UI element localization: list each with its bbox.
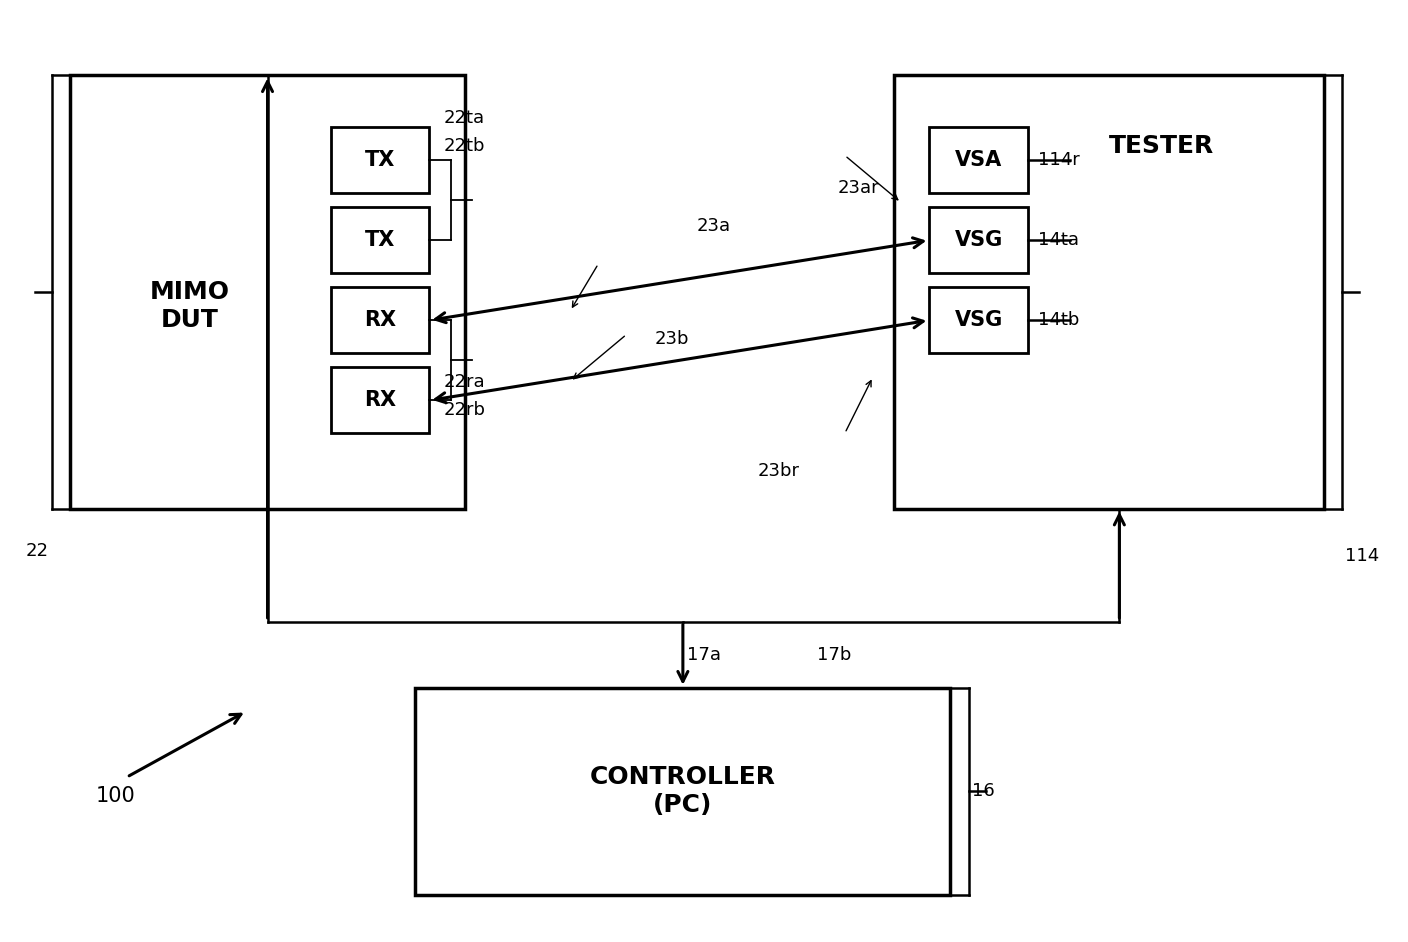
Text: VSA: VSA xyxy=(955,150,1002,171)
Text: 17a: 17a xyxy=(687,645,721,664)
Bar xyxy=(929,207,1028,273)
Text: CONTROLLER
(PC): CONTROLLER (PC) xyxy=(590,766,776,817)
Text: 23br: 23br xyxy=(758,462,800,480)
Text: VSG: VSG xyxy=(955,310,1002,331)
Text: 16: 16 xyxy=(972,782,994,801)
Text: VSG: VSG xyxy=(955,230,1002,251)
Text: 22tb: 22tb xyxy=(444,137,484,155)
Bar xyxy=(929,127,1028,193)
Text: RX: RX xyxy=(365,310,396,331)
Text: 14ta: 14ta xyxy=(1038,231,1079,250)
Text: RX: RX xyxy=(365,390,396,411)
Bar xyxy=(929,287,1028,353)
Text: MIMO
DUT: MIMO DUT xyxy=(151,281,230,332)
Text: 114r: 114r xyxy=(1038,151,1080,170)
Text: 17b: 17b xyxy=(817,645,850,664)
Bar xyxy=(331,127,429,193)
Text: 14tb: 14tb xyxy=(1038,311,1079,330)
Bar xyxy=(331,287,429,353)
Text: TX: TX xyxy=(365,230,396,251)
Text: 22rb: 22rb xyxy=(444,400,486,419)
Text: 114: 114 xyxy=(1345,546,1378,565)
Bar xyxy=(331,367,429,433)
Bar xyxy=(415,688,950,895)
Bar xyxy=(331,207,429,273)
Text: 23b: 23b xyxy=(655,330,690,349)
Bar xyxy=(894,75,1324,509)
Text: TESTER: TESTER xyxy=(1110,134,1214,158)
Text: TX: TX xyxy=(365,150,396,171)
Text: 100: 100 xyxy=(96,786,135,806)
Text: 22ta: 22ta xyxy=(444,108,484,127)
Text: 22: 22 xyxy=(25,542,48,560)
Text: 22ra: 22ra xyxy=(444,372,486,391)
Bar xyxy=(70,75,465,509)
Text: 23a: 23a xyxy=(697,217,731,236)
Text: 23ar: 23ar xyxy=(838,179,880,198)
